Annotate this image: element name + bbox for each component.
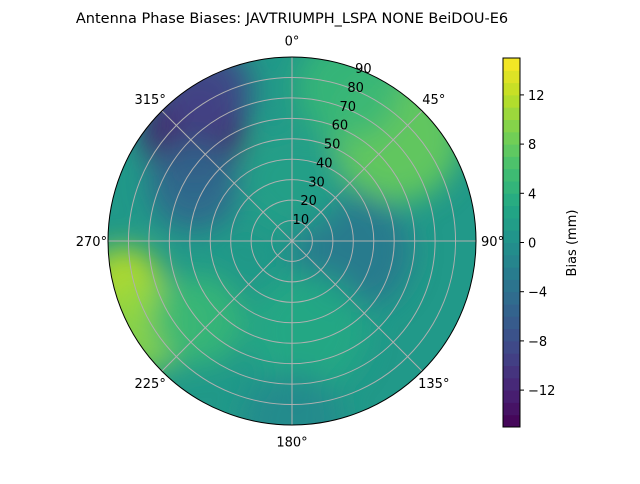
colorbar-level bbox=[503, 193, 520, 207]
colorbar-level bbox=[503, 205, 520, 219]
colorbar-level bbox=[503, 390, 520, 403]
theta-tick-label: 135° bbox=[418, 377, 449, 392]
theta-labels: 0° 45° 90° 135° 180° 225° 270° 315° bbox=[76, 34, 504, 450]
colorbar-level bbox=[503, 316, 520, 330]
theta-gridline bbox=[161, 110, 293, 242]
theta-tick-label: 0° bbox=[285, 34, 300, 49]
r-tick-label: 10 bbox=[293, 213, 310, 228]
colorbar-level bbox=[503, 353, 520, 366]
colorbar-tick-label: −8 bbox=[528, 335, 547, 350]
contour-region bbox=[249, 272, 367, 391]
colorbar-level bbox=[503, 279, 520, 293]
colorbar-level bbox=[503, 377, 520, 391]
theta-tick-label: 180° bbox=[276, 436, 307, 451]
colorbar-level bbox=[503, 144, 520, 157]
colorbar-level bbox=[503, 291, 520, 305]
r-tick-label: 80 bbox=[347, 81, 364, 96]
theta-tick-label: 90° bbox=[481, 235, 504, 250]
r-tick-label: 40 bbox=[316, 156, 333, 171]
colorbar-tick-label: 4 bbox=[528, 187, 536, 202]
colorbar-level bbox=[503, 365, 520, 379]
colorbar-level bbox=[503, 107, 520, 120]
r-tick-label: 90 bbox=[355, 62, 372, 77]
colorbar-level bbox=[503, 254, 520, 268]
theta-gridline bbox=[291, 240, 423, 372]
colorbar-tick-label: 12 bbox=[528, 89, 545, 104]
polar-frame bbox=[107, 56, 477, 426]
colorbar-level bbox=[503, 230, 520, 243]
colorbar-level bbox=[503, 304, 520, 317]
colorbar-level bbox=[503, 156, 520, 170]
colorbar-level bbox=[503, 340, 520, 354]
contour-region bbox=[148, 138, 241, 231]
colorbar: −12 −8 −4 0 4 8 12 bbox=[502, 57, 555, 428]
colorbar-level bbox=[503, 328, 520, 342]
theta-gridline bbox=[291, 110, 423, 242]
r-tick-label: 70 bbox=[339, 100, 356, 115]
colorbar-level bbox=[503, 82, 520, 96]
colorbar-level bbox=[503, 70, 520, 84]
polar-grid bbox=[108, 57, 476, 425]
r-tick-label: 30 bbox=[308, 175, 325, 190]
theta-tick-label: 225° bbox=[135, 377, 166, 392]
colorbar-tick-label: −4 bbox=[528, 286, 547, 301]
chart-title: Antenna Phase Biases: JAVTRIUMPH_LSPA NO… bbox=[76, 11, 508, 27]
colorbar-level bbox=[503, 267, 520, 280]
colorbar-level bbox=[503, 217, 520, 231]
colorbar-tick-label: 8 bbox=[528, 138, 536, 153]
theta-gridline bbox=[161, 240, 293, 372]
r-tick-label: 20 bbox=[300, 194, 317, 209]
theta-tick-label: 45° bbox=[422, 93, 445, 108]
colorbar-level bbox=[503, 168, 520, 182]
colorbar-level bbox=[503, 402, 520, 416]
r-labels: 10 20 30 40 50 60 70 80 90 bbox=[293, 62, 372, 228]
colorbar-level bbox=[503, 119, 520, 133]
theta-tick-label: 270° bbox=[76, 235, 107, 250]
r-tick-label: 60 bbox=[332, 119, 349, 134]
colorbar-level bbox=[503, 242, 520, 256]
colorbar-level bbox=[503, 94, 520, 108]
colorbar-level bbox=[503, 181, 520, 194]
colorbar-level bbox=[503, 58, 520, 71]
colorbar-tick-label: −12 bbox=[528, 384, 555, 399]
r-tick-label: 50 bbox=[324, 138, 341, 153]
colorbar-label: Bias (mm) bbox=[565, 210, 580, 277]
colorbar-level bbox=[503, 414, 520, 428]
colorbar-tick-label: 0 bbox=[528, 237, 536, 252]
colorbar-level bbox=[503, 131, 520, 145]
theta-tick-label: 315° bbox=[135, 93, 166, 108]
